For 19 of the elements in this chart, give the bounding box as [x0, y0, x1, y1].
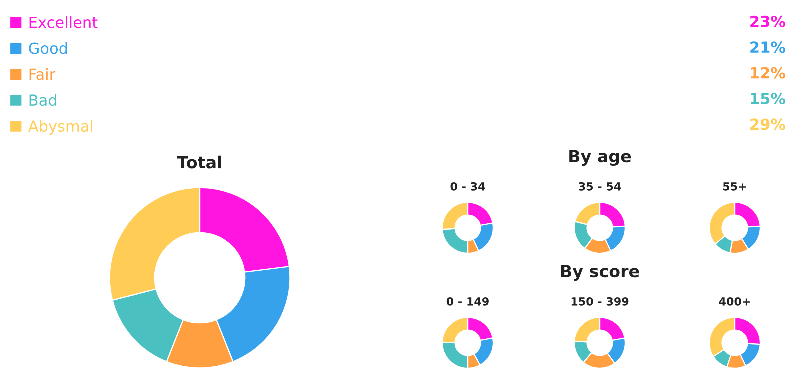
chart-title: 150 - 399 [572, 297, 629, 306]
legend-label: Abysmal [28, 120, 93, 136]
chart-title: 55+ [723, 182, 746, 191]
text: Total [177, 156, 222, 169]
data-label: 15% [751, 92, 786, 105]
legend-label: Good [29, 42, 68, 54]
legend-label: Fair [30, 68, 56, 80]
chart-title: 0 - 149 [446, 297, 489, 306]
legend-label: Excellent [30, 16, 98, 28]
data-label: 21% [750, 42, 786, 54]
chart-title: 35 - 54 [579, 182, 622, 191]
data-label: 29% [750, 118, 786, 130]
legend-label: Bad [30, 94, 56, 106]
chart-subtitle: By score [561, 265, 640, 281]
data-label: 23% [750, 16, 786, 28]
chart-title: 400+ [719, 297, 750, 306]
chart-subtitle: By age [570, 150, 632, 166]
data-label: 12% [751, 67, 786, 79]
chart-title: 0 - 34 [450, 182, 486, 191]
